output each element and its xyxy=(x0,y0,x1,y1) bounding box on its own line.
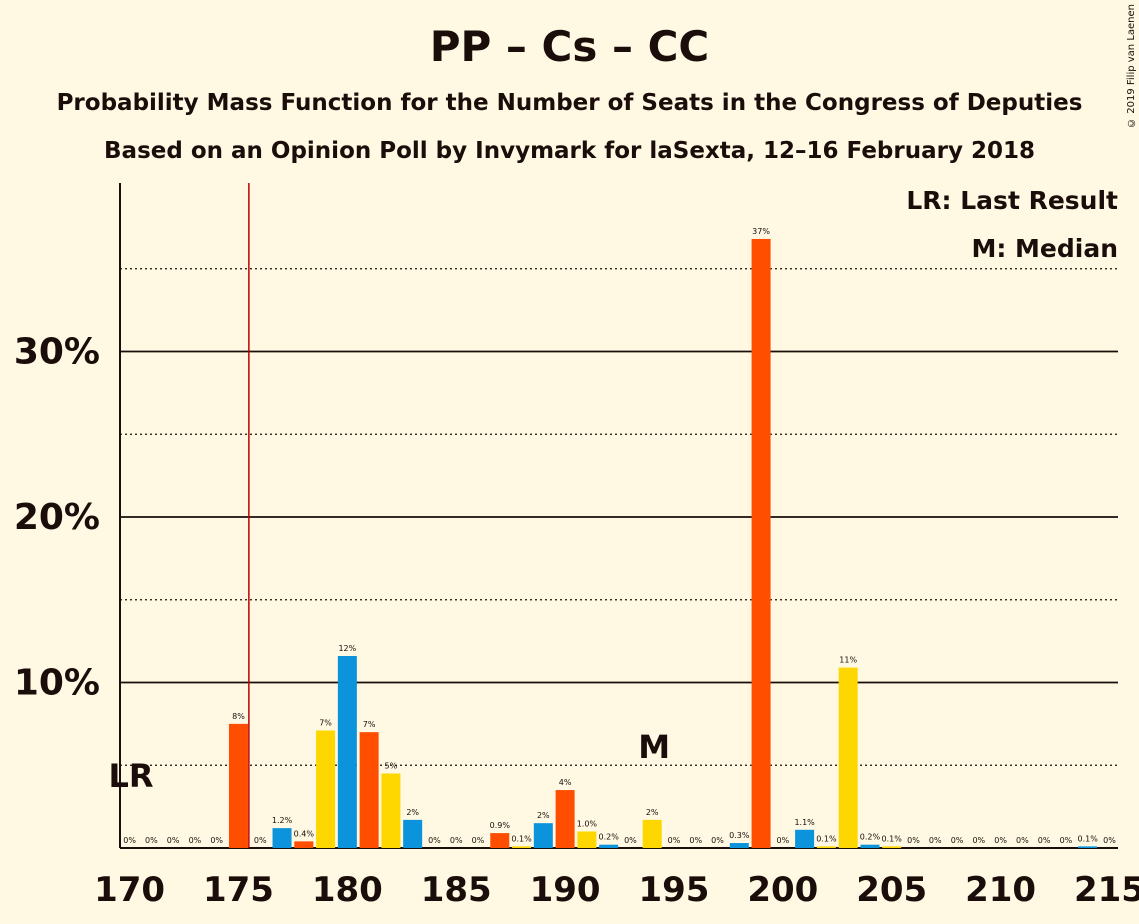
bar-value-label: 0.4% xyxy=(294,829,315,838)
bar-value-label: 0% xyxy=(1016,836,1029,845)
bar-value-label: 0.1% xyxy=(882,834,903,843)
bar-value-label: 0% xyxy=(428,836,441,845)
bar xyxy=(751,238,771,848)
bar-value-label: 0% xyxy=(929,836,942,845)
bar xyxy=(272,828,292,848)
bar-value-label: 0% xyxy=(254,836,267,845)
bar-value-label: 1.0% xyxy=(577,819,598,828)
bar xyxy=(816,846,836,848)
bar-value-label: 0% xyxy=(668,836,681,845)
bar-value-label: 0% xyxy=(1060,836,1073,845)
bar-value-label: 0.1% xyxy=(511,834,532,843)
x-tick-label: 170 xyxy=(94,870,165,910)
bar-value-label: 4% xyxy=(559,778,572,787)
x-tick-label: 190 xyxy=(530,870,601,910)
bar xyxy=(555,790,575,848)
bar xyxy=(381,773,401,848)
bar-value-label: 0% xyxy=(450,836,463,845)
bar-value-label: 0% xyxy=(210,836,223,845)
bar-value-label: 0.2% xyxy=(860,833,881,842)
chart-title: PP – Cs – CC xyxy=(429,22,710,71)
last-result-marker: LR xyxy=(108,757,153,795)
bar xyxy=(337,656,357,848)
bar-value-label: 0% xyxy=(972,836,985,845)
bar xyxy=(228,723,248,848)
bar-value-label: 0% xyxy=(1038,836,1051,845)
x-tick-label: 200 xyxy=(747,870,818,910)
x-tick-label: 215 xyxy=(1074,870,1139,910)
median-marker: M xyxy=(638,728,670,766)
bar-value-label: 0.3% xyxy=(729,831,750,840)
bar-value-label: 0% xyxy=(994,836,1007,845)
bar-value-label: 7% xyxy=(363,720,376,729)
bar-value-label: 0% xyxy=(907,836,920,845)
bar-value-label: 0.2% xyxy=(598,833,619,842)
bar xyxy=(729,843,749,848)
bar xyxy=(403,819,423,848)
bar-value-label: 7% xyxy=(319,718,332,727)
bar-value-label: 2% xyxy=(646,808,659,817)
bar xyxy=(642,819,662,848)
bar xyxy=(795,829,815,848)
bar-value-label: 5% xyxy=(385,762,398,771)
x-tick-label: 205 xyxy=(856,870,927,910)
bar xyxy=(533,823,553,848)
bar xyxy=(1078,846,1098,848)
bar xyxy=(882,846,902,848)
y-tick-label: 30% xyxy=(14,332,100,373)
bar xyxy=(838,667,858,848)
x-tick-label: 185 xyxy=(421,870,492,910)
chart-subtitle: Probability Mass Function for the Number… xyxy=(56,90,1083,116)
legend-last-result: LR: Last Result xyxy=(906,186,1118,215)
bar-value-label: 0% xyxy=(1103,836,1116,845)
x-tick-label: 210 xyxy=(965,870,1036,910)
bar-value-label: 0.1% xyxy=(1078,834,1099,843)
bar-value-label: 0% xyxy=(472,836,485,845)
bar-value-label: 1.1% xyxy=(794,818,815,827)
bar-value-label: 0% xyxy=(711,836,724,845)
bar xyxy=(359,732,379,848)
bar-value-label: 11% xyxy=(839,656,857,665)
x-tick-label: 175 xyxy=(203,870,274,910)
bar-value-label: 2% xyxy=(537,811,550,820)
bar-value-label: 12% xyxy=(338,644,356,653)
legend-median: M: Median xyxy=(971,234,1118,263)
bar-value-label: 8% xyxy=(232,712,245,721)
y-tick-label: 20% xyxy=(14,497,100,538)
bar-value-label: 0% xyxy=(145,836,158,845)
bar xyxy=(512,846,532,848)
bar-value-label: 0.9% xyxy=(490,821,511,830)
bar xyxy=(316,730,336,848)
bar-value-label: 0% xyxy=(776,836,789,845)
bar-value-label: 1.2% xyxy=(272,816,293,825)
bar-value-label: 0.1% xyxy=(816,834,837,843)
bar xyxy=(599,844,619,848)
x-tick-label: 195 xyxy=(638,870,709,910)
bar xyxy=(294,841,314,848)
bar-value-label: 37% xyxy=(752,227,770,236)
bar-value-label: 0% xyxy=(189,836,202,845)
bar xyxy=(490,833,510,848)
bar-value-label: 0% xyxy=(951,836,964,845)
bar-value-label: 0% xyxy=(624,836,637,845)
bar-value-label: 0% xyxy=(123,836,136,845)
y-tick-label: 10% xyxy=(14,663,100,704)
x-tick-label: 180 xyxy=(312,870,383,910)
bar xyxy=(860,844,880,848)
bar-value-label: 2% xyxy=(406,808,419,817)
bar-value-label: 0% xyxy=(689,836,702,845)
chart-source: Based on an Opinion Poll by Invymark for… xyxy=(104,138,1035,164)
bar-value-label: 0% xyxy=(167,836,180,845)
bar xyxy=(577,831,597,848)
